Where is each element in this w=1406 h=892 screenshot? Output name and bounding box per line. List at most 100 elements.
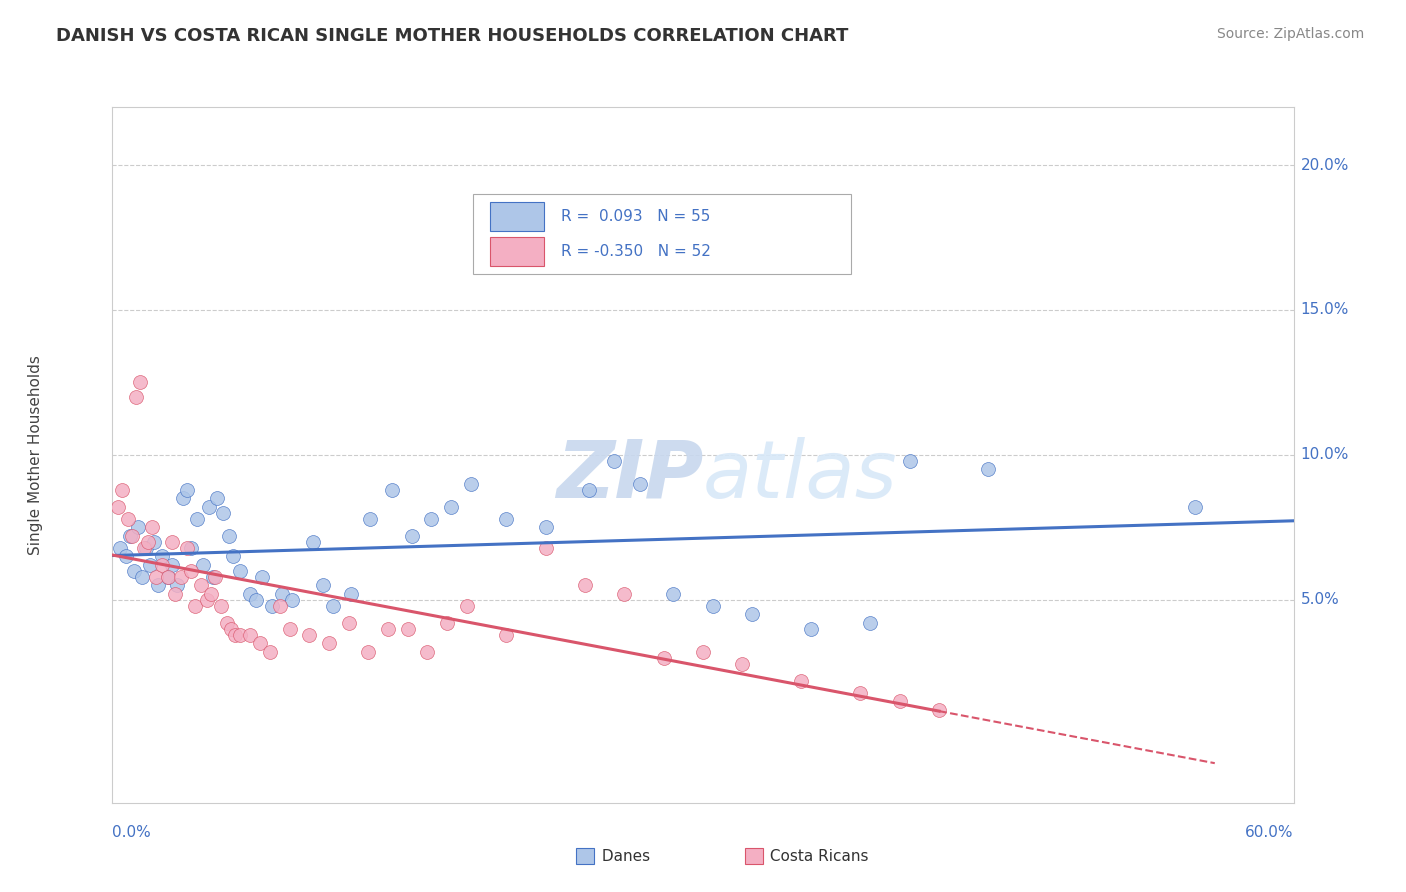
Point [436,615,458,630]
Point [270,587,292,601]
Point [859,615,882,630]
Point [229,564,252,578]
Point [176,541,198,555]
Point [132,541,155,555]
Point [165,587,187,601]
Text: R = -0.350   N = 52: R = -0.350 N = 52 [561,244,711,259]
Point [160,534,183,549]
Text: 20.0%: 20.0% [1301,158,1348,172]
Point [166,578,188,592]
Point [889,694,911,708]
Point [249,636,271,650]
Point [280,592,302,607]
Point [456,599,478,613]
Point [205,491,228,506]
Point [898,453,921,467]
Point [337,615,360,630]
Point [111,483,134,497]
Point [139,558,162,573]
Point [186,511,208,525]
Point [849,685,872,699]
Point [131,570,153,584]
Point [115,549,138,564]
Point [339,587,361,601]
Point [790,674,813,689]
Point [136,534,159,549]
Point [420,511,443,525]
Point [259,645,281,659]
Point [224,628,246,642]
Point [110,541,132,555]
Point [692,645,714,659]
Point [416,645,439,659]
Point [574,578,596,592]
Point [200,587,222,601]
Point [201,570,224,584]
Point [440,500,463,514]
FancyBboxPatch shape [491,202,544,231]
Text: Danes: Danes [596,849,650,863]
Point [107,500,129,514]
Point [122,564,145,578]
Point [578,483,600,497]
Point [302,534,325,549]
Point [150,549,173,564]
Point [322,599,344,613]
Point [245,592,267,607]
Point [172,491,194,506]
Point [129,376,152,390]
Point [191,558,214,573]
Text: Costa Ricans: Costa Ricans [765,849,869,863]
Point [219,622,242,636]
Point [357,645,380,659]
Point [141,520,163,534]
Point [215,615,238,630]
Point [260,599,283,613]
Text: 60.0%: 60.0% [1246,825,1294,840]
Text: 10.0%: 10.0% [1301,448,1348,462]
Point [180,541,202,555]
Point [495,628,517,642]
Point [239,587,262,601]
Point [534,520,557,534]
Point [318,636,340,650]
Point [460,476,482,491]
Text: R =  0.093   N = 55: R = 0.093 N = 55 [561,209,710,224]
Point [396,622,419,636]
Point [156,570,179,584]
Point [613,587,636,601]
Point [928,703,950,717]
Point [278,622,301,636]
Point [377,622,399,636]
Point [135,541,157,555]
Point [190,578,212,592]
Point [145,570,167,584]
Point [170,570,193,584]
Point [652,651,675,665]
Point [662,587,685,601]
Point [1184,500,1206,514]
Text: atlas: atlas [703,437,898,515]
Point [741,607,763,622]
Point [269,599,291,613]
Text: 15.0%: 15.0% [1301,302,1348,318]
Point [495,511,517,525]
Point [125,390,148,404]
Point [731,657,754,671]
Point [184,599,207,613]
Point [800,622,823,636]
Text: 5.0%: 5.0% [1301,592,1340,607]
FancyBboxPatch shape [472,194,851,274]
Point [298,628,321,642]
Point [150,558,173,573]
Point [142,534,165,549]
Point [401,529,423,543]
Point [229,628,252,642]
Point [209,599,232,613]
Text: Single Mother Households: Single Mother Households [28,355,42,555]
Point [160,558,183,573]
Point [628,476,651,491]
Point [977,462,1000,476]
Point [120,529,142,543]
Point [359,511,381,525]
